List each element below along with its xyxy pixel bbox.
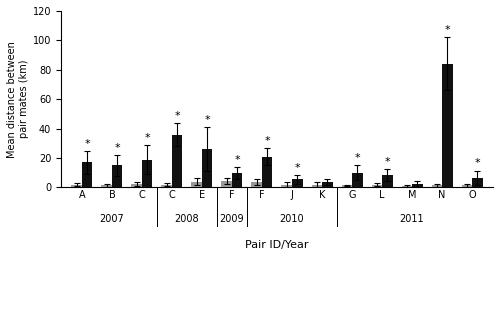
Bar <box>442 64 452 187</box>
Bar <box>252 182 262 187</box>
Bar <box>82 163 92 187</box>
Bar <box>432 185 442 187</box>
Bar <box>412 184 422 187</box>
Bar <box>462 185 472 187</box>
Text: 2007: 2007 <box>100 214 124 224</box>
Text: *: * <box>84 139 90 148</box>
Text: *: * <box>354 153 360 163</box>
Bar <box>262 157 272 187</box>
Bar <box>142 159 152 187</box>
Bar <box>72 185 82 187</box>
Bar <box>232 173 242 187</box>
Text: 2008: 2008 <box>174 214 200 224</box>
Bar <box>132 184 142 187</box>
Text: *: * <box>174 111 180 121</box>
Bar <box>202 149 212 187</box>
Text: *: * <box>444 25 450 35</box>
Text: *: * <box>144 133 150 143</box>
Bar <box>162 185 172 187</box>
Text: *: * <box>234 155 240 165</box>
Bar <box>172 135 182 187</box>
Bar <box>342 185 352 187</box>
Text: *: * <box>204 115 210 125</box>
Text: 2010: 2010 <box>280 214 304 224</box>
Bar <box>402 186 412 187</box>
Bar <box>292 180 302 187</box>
Y-axis label: Mean distance between
pair mates (km): Mean distance between pair mates (km) <box>7 41 28 158</box>
Bar <box>472 178 482 187</box>
Text: 2011: 2011 <box>400 214 424 224</box>
Bar <box>322 182 332 187</box>
Bar <box>372 185 382 187</box>
Bar <box>312 185 322 187</box>
Text: *: * <box>114 143 120 153</box>
Bar <box>102 185 112 187</box>
Text: Pair ID/Year: Pair ID/Year <box>245 240 308 250</box>
Bar <box>282 185 292 187</box>
Text: *: * <box>474 158 480 168</box>
Text: *: * <box>384 157 390 167</box>
Bar <box>352 173 362 187</box>
Text: *: * <box>294 163 300 173</box>
Bar <box>112 165 122 187</box>
Text: 2009: 2009 <box>220 214 244 224</box>
Bar <box>192 182 202 187</box>
Text: *: * <box>264 135 270 146</box>
Bar <box>222 181 232 187</box>
Bar <box>382 175 392 187</box>
